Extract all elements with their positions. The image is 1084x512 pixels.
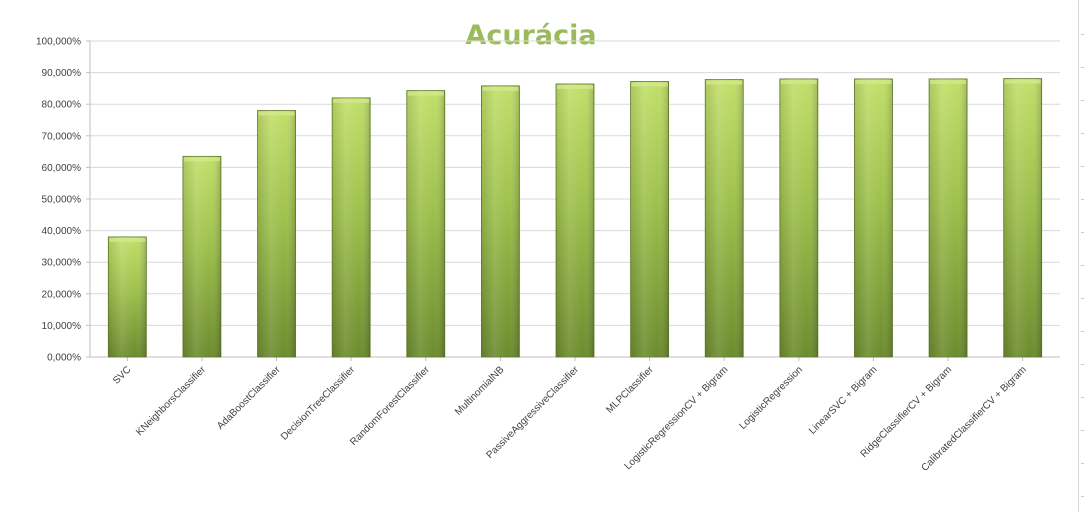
- bar-top-highlight: [1004, 79, 1041, 84]
- edge-tick: [1081, 364, 1084, 365]
- edge-tick: [1081, 133, 1084, 134]
- bar-shading: [630, 81, 669, 357]
- bar-9: [779, 78, 819, 358]
- x-axis-category-labels: SVC KNeighborsClassifier AdaBoostClassifie…: [111, 364, 1029, 474]
- bar-top-highlight: [109, 237, 146, 242]
- bar-top-highlight: [258, 111, 295, 116]
- bar-shading: [481, 85, 520, 357]
- edge-tick: [1081, 67, 1084, 68]
- edge-tick: [1081, 496, 1084, 497]
- bar-5: [480, 85, 520, 358]
- x-category-label: AdaBoostClassifier: [215, 364, 283, 432]
- bar-top-highlight: [706, 80, 743, 85]
- bar-11: [928, 78, 968, 358]
- bar-shading: [406, 90, 445, 357]
- bar-shading: [556, 83, 594, 357]
- x-category-label: LogisticRegression: [737, 364, 805, 432]
- y-tick-label: 80,000%: [42, 100, 82, 111]
- chart-title: Acurácia: [465, 20, 596, 51]
- bar-4: [406, 90, 446, 358]
- edge-tick: [1081, 331, 1084, 332]
- edge-tick: [1081, 430, 1084, 431]
- x-category-label: MLPClassifier: [604, 364, 656, 416]
- bar-shading: [182, 156, 221, 357]
- y-tick-label: 10,000%: [42, 321, 82, 332]
- edge-tick: [1081, 166, 1084, 167]
- bar-shading: [705, 79, 744, 357]
- edge-tick: [1081, 100, 1084, 101]
- edge-tick: [1081, 298, 1084, 299]
- x-category-label: RandomForestClassifier: [348, 364, 432, 448]
- bar-10: [854, 78, 893, 358]
- bar-shading: [108, 236, 147, 357]
- bar-top-highlight: [407, 91, 444, 96]
- bar-12: [1003, 78, 1043, 358]
- bar-shading: [257, 110, 296, 358]
- right-window-edge: [1078, 0, 1084, 512]
- edge-tick: [1081, 463, 1084, 464]
- bar-top-highlight: [482, 86, 519, 91]
- x-category-label: KNeighborsClassifier: [134, 364, 208, 438]
- bar-2: [257, 110, 296, 358]
- bar-top-highlight: [333, 98, 370, 103]
- y-tick-label: 60,000%: [42, 163, 82, 174]
- edge-tick: [1081, 199, 1084, 200]
- bar-shading: [1003, 78, 1042, 357]
- bar-top-highlight: [780, 79, 817, 84]
- bar-top-highlight: [855, 79, 892, 84]
- y-tick-label: 50,000%: [42, 195, 82, 206]
- bar-shading: [929, 78, 968, 358]
- y-tick-label: 70,000%: [42, 131, 82, 142]
- bar-7: [630, 81, 670, 358]
- edge-tick: [1081, 265, 1084, 266]
- x-category-label: SVC: [111, 364, 133, 386]
- bar-shading: [854, 78, 893, 358]
- y-tick-label: 90,000%: [42, 68, 82, 79]
- y-tick-label: 20,000%: [42, 289, 82, 300]
- bar-8: [704, 79, 744, 358]
- bar-6: [555, 83, 595, 358]
- x-category-label: MultinomialNB: [453, 364, 507, 418]
- bar-top-highlight: [930, 79, 967, 84]
- x-category-label: DecisionTreeClassifier: [279, 364, 358, 443]
- bar-1: [182, 155, 222, 358]
- bar-shading: [332, 97, 371, 357]
- x-category-label: LinearSVC + Bigram: [807, 364, 879, 436]
- bar-top-highlight: [631, 82, 668, 87]
- edge-tick: [1081, 34, 1084, 35]
- bar-top-highlight: [183, 157, 220, 162]
- bar-3: [331, 97, 371, 358]
- y-tick-label: 30,000%: [42, 258, 82, 269]
- bar-shading: [779, 78, 818, 358]
- y-tick-label: 0,000%: [47, 353, 81, 364]
- y-axis-tick-labels: 0,000% 10,000% 20,000% 30,000% 40,000% 50,000…: [36, 37, 81, 364]
- bar-0: [107, 236, 147, 358]
- edge-tick: [1081, 232, 1084, 233]
- bar-top-highlight: [557, 84, 593, 89]
- y-tick-label: 100,000%: [36, 37, 81, 48]
- edge-tick: [1081, 397, 1084, 398]
- bars: [107, 78, 1043, 358]
- y-tick-label: 40,000%: [42, 226, 82, 237]
